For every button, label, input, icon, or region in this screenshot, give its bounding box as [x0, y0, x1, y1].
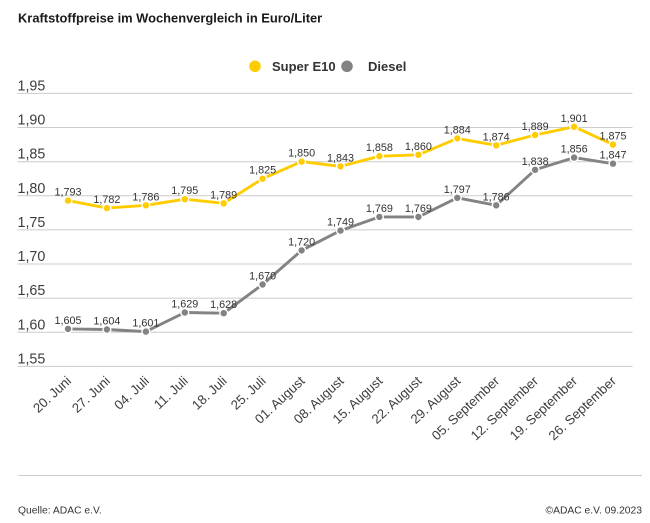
svg-text:1,875: 1,875: [599, 131, 626, 143]
svg-text:1,629: 1,629: [171, 299, 198, 311]
svg-text:1,85: 1,85: [18, 147, 46, 163]
svg-text:1,786: 1,786: [483, 191, 510, 203]
svg-text:1,60: 1,60: [18, 317, 46, 333]
svg-text:1,889: 1,889: [522, 121, 549, 133]
svg-text:1,601: 1,601: [132, 318, 159, 330]
svg-text:Quelle: ADAC e.V.: Quelle: ADAC e.V.: [18, 506, 102, 517]
svg-text:Super E10: Super E10: [272, 59, 336, 74]
svg-text:1,782: 1,782: [93, 194, 120, 206]
svg-text:1,789: 1,789: [210, 189, 237, 201]
svg-text:1,884: 1,884: [444, 124, 471, 136]
svg-text:1,797: 1,797: [444, 184, 471, 196]
svg-text:1,95: 1,95: [18, 78, 46, 94]
svg-text:1,795: 1,795: [171, 185, 198, 197]
svg-text:1,605: 1,605: [54, 315, 81, 327]
svg-text:1,670: 1,670: [249, 271, 276, 283]
svg-text:1,604: 1,604: [93, 316, 120, 328]
svg-text:1,55: 1,55: [18, 351, 46, 367]
svg-text:1,628: 1,628: [210, 299, 237, 311]
svg-text:1,850: 1,850: [288, 148, 315, 160]
svg-text:1,65: 1,65: [18, 283, 46, 299]
svg-text:1,75: 1,75: [18, 215, 46, 231]
svg-text:Diesel: Diesel: [368, 59, 406, 74]
svg-text:1,769: 1,769: [366, 203, 393, 215]
svg-text:1,720: 1,720: [288, 236, 315, 248]
svg-text:1,749: 1,749: [327, 217, 354, 229]
svg-text:1,793: 1,793: [54, 187, 81, 199]
svg-text:1,838: 1,838: [522, 156, 549, 168]
svg-text:1,843: 1,843: [327, 152, 354, 164]
svg-text:1,856: 1,856: [561, 144, 588, 156]
svg-text:©ADAC e.V. 09.2023: ©ADAC e.V. 09.2023: [545, 506, 642, 517]
svg-text:1,860: 1,860: [405, 141, 432, 153]
svg-text:1,786: 1,786: [132, 191, 159, 203]
svg-text:Kraftstoffpreise im Wochenverg: Kraftstoffpreise im Wochenvergleich in E…: [18, 11, 322, 26]
svg-text:1,874: 1,874: [483, 131, 510, 143]
svg-text:1,70: 1,70: [18, 249, 46, 265]
svg-text:1,825: 1,825: [249, 165, 276, 177]
svg-text:1,858: 1,858: [366, 142, 393, 154]
svg-text:1,90: 1,90: [18, 113, 46, 129]
svg-text:1,847: 1,847: [599, 150, 626, 162]
svg-text:1,769: 1,769: [405, 203, 432, 215]
svg-text:1,80: 1,80: [18, 181, 46, 197]
svg-text:1,901: 1,901: [561, 113, 588, 125]
